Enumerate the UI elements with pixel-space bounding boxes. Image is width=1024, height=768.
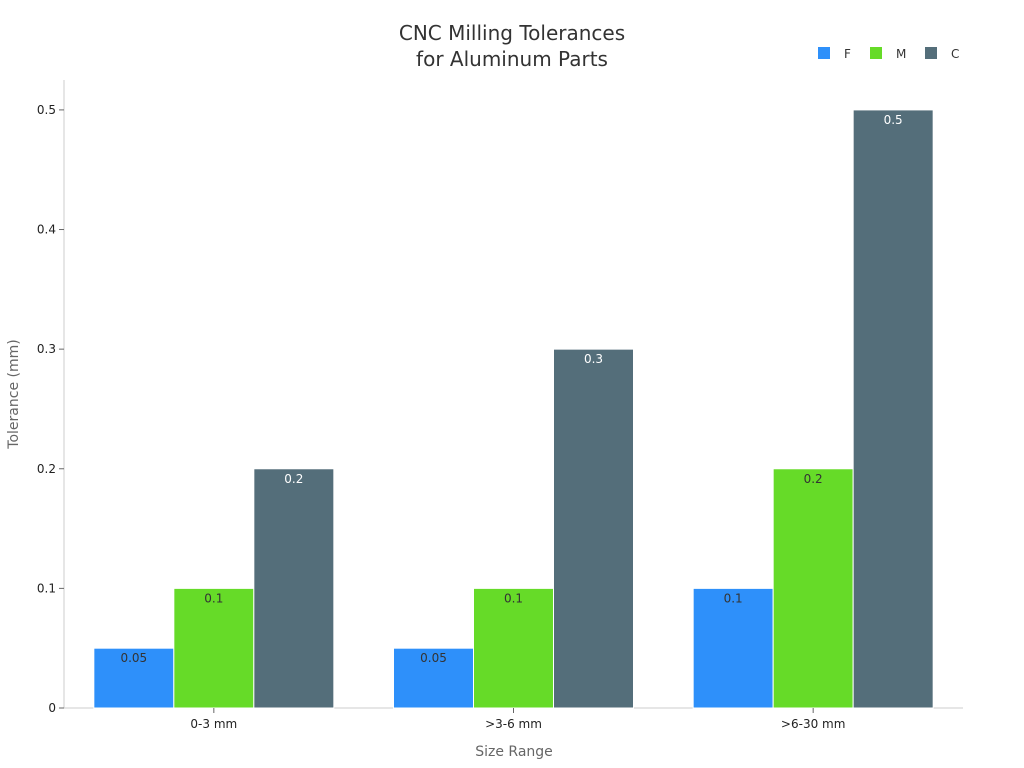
bar-c (852, 109, 934, 709)
x-tick-label: >3-6 mm (485, 717, 542, 731)
x-axis-title: Size Range (475, 744, 553, 760)
bar-m (772, 468, 854, 709)
legend-label-m: M (896, 47, 906, 61)
x-tick-label: 0-3 mm (190, 717, 237, 731)
y-tick-label: 0 (48, 701, 56, 715)
y-tick-label: 0.5 (37, 103, 56, 117)
data-label: 0.1 (724, 591, 743, 605)
bar-f (393, 647, 474, 709)
x-tick-label: >6-30 mm (781, 717, 845, 731)
legend-label-c: C (951, 47, 959, 61)
bar-c (553, 348, 634, 709)
legend-swatch-m (870, 47, 882, 59)
data-label: 0.1 (204, 591, 223, 605)
plot-area: 0 0.1 0.2 0.3 0.4 0.5 0.05 0.1 0.2 0-3 mm 0.05 0.1 0… (37, 80, 963, 731)
data-label: 0.3 (584, 352, 603, 366)
bar-m (173, 587, 255, 709)
data-label: 0.2 (284, 472, 303, 486)
legend-swatch-f (818, 47, 830, 59)
bar-f (93, 647, 175, 709)
y-axis-title: Tolerance (mm) (6, 339, 22, 449)
chart-title-line-1: CNC Milling Tolerances (399, 21, 625, 45)
y-tick-label: 0.3 (37, 342, 56, 356)
y-tick-label: 0.4 (37, 223, 56, 237)
chart-title-line-2: for Aluminum Parts (416, 47, 608, 71)
legend-label-f: F (844, 47, 851, 61)
data-label: 0.2 (804, 472, 823, 486)
y-tick-label: 0.2 (37, 462, 56, 476)
data-label: 0.1 (504, 591, 523, 605)
data-label: 0.5 (884, 113, 903, 127)
legend-swatch-c (925, 47, 937, 59)
data-label: 0.05 (420, 651, 447, 665)
bar-m (473, 587, 554, 709)
data-label: 0.05 (120, 651, 147, 665)
bar-c (253, 468, 335, 709)
bar-f (692, 587, 774, 709)
y-tick-label: 0.1 (37, 581, 56, 595)
